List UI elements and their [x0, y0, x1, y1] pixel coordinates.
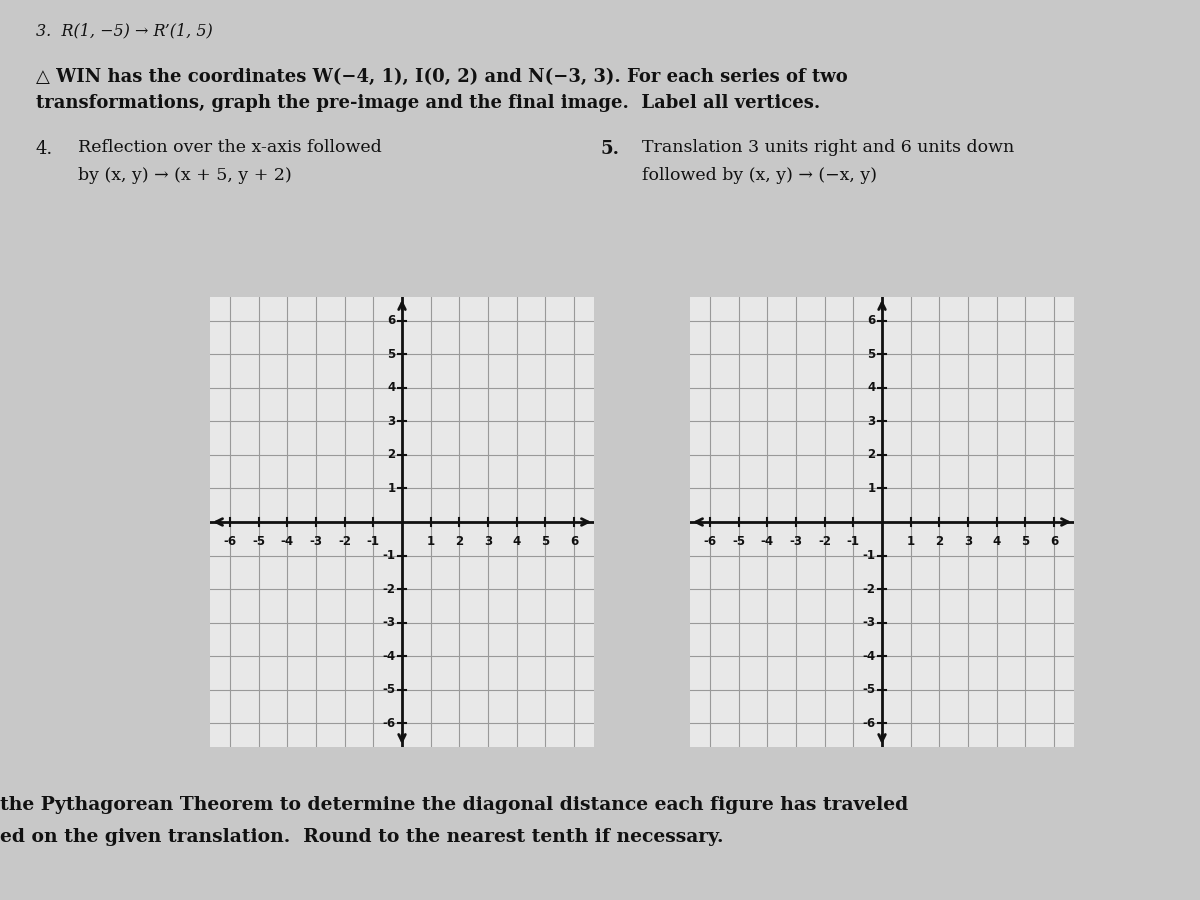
Text: 3: 3 — [484, 535, 492, 548]
Text: 4: 4 — [388, 382, 396, 394]
Text: 1: 1 — [426, 535, 434, 548]
Text: -5: -5 — [732, 535, 745, 548]
Text: 2: 2 — [868, 448, 876, 462]
Text: 4: 4 — [868, 382, 876, 394]
Text: -1: -1 — [863, 549, 876, 562]
Text: Reflection over the x-axis followed: Reflection over the x-axis followed — [78, 140, 382, 157]
Text: 2: 2 — [455, 535, 463, 548]
Text: by (x, y) → (x + 5, y + 2): by (x, y) → (x + 5, y + 2) — [78, 166, 292, 184]
Text: 5: 5 — [1021, 535, 1030, 548]
Text: -4: -4 — [761, 535, 774, 548]
Text: 3: 3 — [388, 415, 396, 428]
Text: ed on the given translation.  Round to the nearest tenth if necessary.: ed on the given translation. Round to th… — [0, 828, 724, 846]
Text: the Pythagorean Theorem to determine the diagonal distance each figure has trave: the Pythagorean Theorem to determine the… — [0, 796, 908, 814]
Text: 4.: 4. — [36, 140, 53, 158]
Text: 2: 2 — [935, 535, 943, 548]
Text: -2: -2 — [818, 535, 832, 548]
Text: -2: -2 — [338, 535, 352, 548]
Text: -1: -1 — [383, 549, 396, 562]
Text: 1: 1 — [868, 482, 876, 495]
Text: transformations, graph the pre-image and the final image.  Label all vertices.: transformations, graph the pre-image and… — [36, 94, 821, 112]
Text: 6: 6 — [868, 314, 876, 327]
Text: -2: -2 — [863, 582, 876, 596]
Text: 6: 6 — [388, 314, 396, 327]
Text: -6: -6 — [703, 535, 716, 548]
Text: -3: -3 — [790, 535, 803, 548]
Text: 4: 4 — [512, 535, 521, 548]
Text: -3: -3 — [310, 535, 323, 548]
Text: -5: -5 — [863, 683, 876, 697]
Text: -5: -5 — [383, 683, 396, 697]
Text: -3: -3 — [383, 616, 396, 629]
Text: 4: 4 — [992, 535, 1001, 548]
Text: 1: 1 — [906, 535, 914, 548]
Text: 3: 3 — [868, 415, 876, 428]
Text: -4: -4 — [383, 650, 396, 662]
Text: -1: -1 — [847, 535, 860, 548]
Text: 3.  R(1, −5) → R’(1, 5): 3. R(1, −5) → R’(1, 5) — [36, 22, 212, 40]
Text: -4: -4 — [281, 535, 294, 548]
Text: -5: -5 — [252, 535, 265, 548]
Text: 5.: 5. — [600, 140, 619, 158]
Text: 6: 6 — [1050, 535, 1058, 548]
Text: 5: 5 — [868, 347, 876, 361]
Text: -6: -6 — [383, 717, 396, 730]
Text: followed by (x, y) → (−x, y): followed by (x, y) → (−x, y) — [642, 166, 877, 184]
Text: -1: -1 — [367, 535, 380, 548]
Text: 5: 5 — [541, 535, 550, 548]
Text: -6: -6 — [863, 717, 876, 730]
Text: 1: 1 — [388, 482, 396, 495]
Text: -2: -2 — [383, 582, 396, 596]
Text: 6: 6 — [570, 535, 578, 548]
Text: -3: -3 — [863, 616, 876, 629]
Text: Translation 3 units right and 6 units down: Translation 3 units right and 6 units do… — [642, 140, 1014, 157]
Text: -4: -4 — [863, 650, 876, 662]
Text: 5: 5 — [388, 347, 396, 361]
Text: 3: 3 — [964, 535, 972, 548]
Text: 2: 2 — [388, 448, 396, 462]
Text: △ WIN has the coordinates W(−4, 1), I(0, 2) and N(−3, 3). For each series of two: △ WIN has the coordinates W(−4, 1), I(0,… — [36, 68, 847, 86]
Text: -6: -6 — [223, 535, 236, 548]
